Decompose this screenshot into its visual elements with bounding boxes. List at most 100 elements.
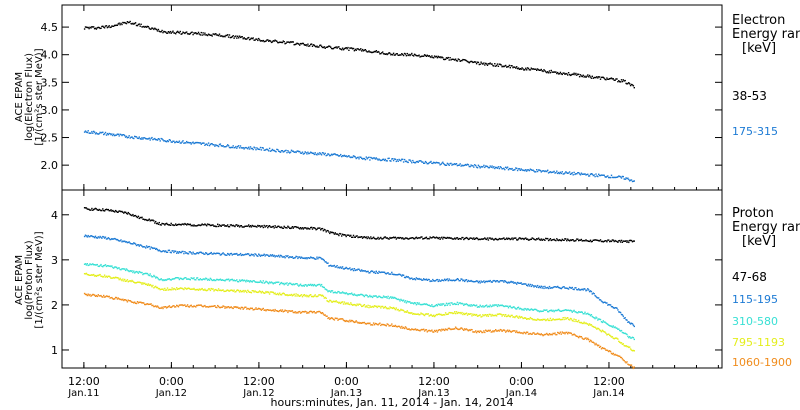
data-point xyxy=(225,225,227,227)
data-point xyxy=(138,23,140,25)
data-point xyxy=(504,238,506,241)
data-point xyxy=(350,234,352,237)
data-point xyxy=(224,146,226,148)
data-point xyxy=(628,178,630,181)
data-point xyxy=(271,226,274,228)
data-point xyxy=(497,166,500,168)
data-point xyxy=(559,239,562,241)
data-point xyxy=(471,60,473,63)
data-point xyxy=(178,288,181,290)
data-point xyxy=(278,225,280,227)
data-point xyxy=(485,329,487,331)
data-point xyxy=(292,294,294,296)
data-point xyxy=(629,83,631,85)
data-point xyxy=(116,298,119,300)
data-point xyxy=(134,136,137,138)
data-point xyxy=(223,146,225,148)
data-point xyxy=(617,338,619,340)
data-point xyxy=(352,321,355,323)
data-point xyxy=(201,34,203,36)
data-point xyxy=(504,280,506,282)
data-point xyxy=(630,349,633,351)
data-point xyxy=(563,173,565,175)
data-point xyxy=(384,272,387,275)
data-point xyxy=(316,45,318,47)
data-point xyxy=(553,319,555,321)
data-point xyxy=(570,310,573,312)
data-point xyxy=(124,21,126,24)
data-point xyxy=(114,266,117,268)
data-point xyxy=(475,237,477,240)
data-point xyxy=(299,256,301,258)
data-point xyxy=(208,144,211,147)
data-point xyxy=(528,309,531,311)
data-point xyxy=(354,48,356,51)
data-point xyxy=(248,291,251,293)
data-point xyxy=(260,281,263,283)
data-point xyxy=(203,224,205,226)
data-point xyxy=(384,324,387,326)
data-point xyxy=(278,294,280,296)
data-point xyxy=(625,345,627,347)
legend-electron-175-315: 175-315 xyxy=(732,125,778,138)
data-point xyxy=(348,321,350,323)
data-point xyxy=(115,276,118,279)
data-point xyxy=(538,333,541,335)
data-point xyxy=(154,305,156,308)
data-point xyxy=(259,255,262,257)
data-point xyxy=(611,326,614,328)
data-point xyxy=(555,239,557,242)
data-point xyxy=(335,46,337,48)
data-point xyxy=(291,226,294,228)
data-point xyxy=(285,227,287,229)
data-point xyxy=(565,72,567,75)
data-point xyxy=(320,258,323,260)
data-point xyxy=(393,54,396,56)
data-point xyxy=(618,80,620,82)
data-point xyxy=(278,41,280,44)
data-point xyxy=(101,265,103,267)
data-point xyxy=(617,355,619,357)
data-point xyxy=(156,286,159,289)
data-point xyxy=(600,174,603,176)
data-point xyxy=(326,289,328,291)
data-point xyxy=(400,327,402,329)
data-point xyxy=(184,251,186,253)
data-point xyxy=(431,55,433,57)
data-point xyxy=(308,312,310,314)
data-point xyxy=(393,237,396,239)
data-point xyxy=(125,299,128,302)
data-point xyxy=(518,68,521,70)
data-point xyxy=(146,272,149,275)
data-point xyxy=(150,275,152,277)
data-point xyxy=(192,33,194,36)
data-point xyxy=(563,331,565,334)
data-point xyxy=(192,251,194,253)
data-point xyxy=(513,306,515,308)
data-point xyxy=(402,300,404,302)
data-point xyxy=(264,292,266,294)
data-point xyxy=(101,275,103,278)
data-point xyxy=(349,267,351,269)
data-point xyxy=(233,289,235,291)
data-point xyxy=(335,233,337,235)
data-point xyxy=(452,58,454,60)
data-point xyxy=(407,276,409,278)
data-point xyxy=(449,328,451,330)
data-point xyxy=(464,303,467,306)
data-point xyxy=(349,156,351,158)
data-point xyxy=(614,79,616,81)
data-point xyxy=(438,236,440,239)
data-point xyxy=(602,76,604,79)
data-point xyxy=(242,289,244,292)
data-point xyxy=(573,240,575,242)
data-point xyxy=(621,314,624,316)
data-point xyxy=(543,69,545,71)
data-point xyxy=(236,289,238,292)
data-point xyxy=(90,263,92,266)
data-point xyxy=(273,149,275,152)
data-point xyxy=(388,273,390,275)
data-point xyxy=(83,292,86,295)
data-point xyxy=(345,292,347,294)
data-point xyxy=(587,312,589,315)
